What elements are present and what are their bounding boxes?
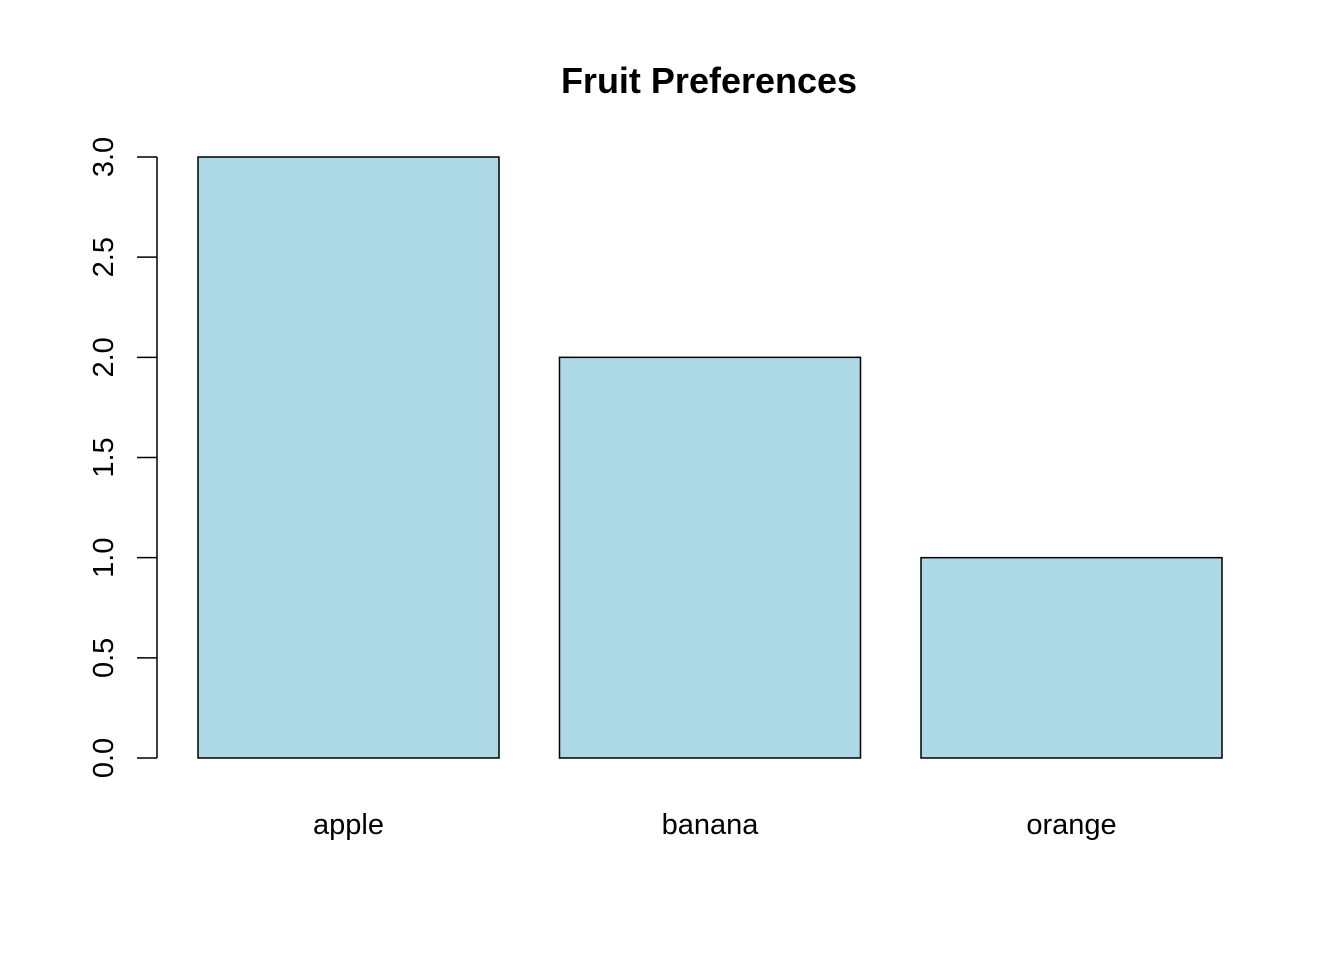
y-tick-label: 2.5	[88, 237, 120, 277]
y-tick-label: 0.0	[88, 738, 120, 778]
chart-title: Fruit Preferences	[561, 60, 857, 101]
y-tick-label: 2.0	[88, 337, 120, 377]
bar-banana	[558, 356, 862, 759]
bar-orange	[920, 556, 1223, 759]
y-tick-label: 1.5	[88, 437, 120, 477]
y-tick-label: 3.0	[88, 137, 120, 177]
bar-apple	[197, 156, 500, 759]
y-axis: 0.0 0.5 1.0 1.5 2.0 2.5 3.0	[88, 137, 158, 778]
x-label-orange: orange	[1026, 809, 1116, 841]
y-tick-label: 0.5	[88, 638, 120, 678]
y-tick-label: 1.0	[88, 538, 120, 578]
x-label-apple: apple	[313, 809, 384, 841]
x-label-banana: banana	[662, 809, 760, 841]
x-axis-labels: apple banana orange	[313, 809, 1117, 841]
bars-group	[197, 156, 1223, 759]
